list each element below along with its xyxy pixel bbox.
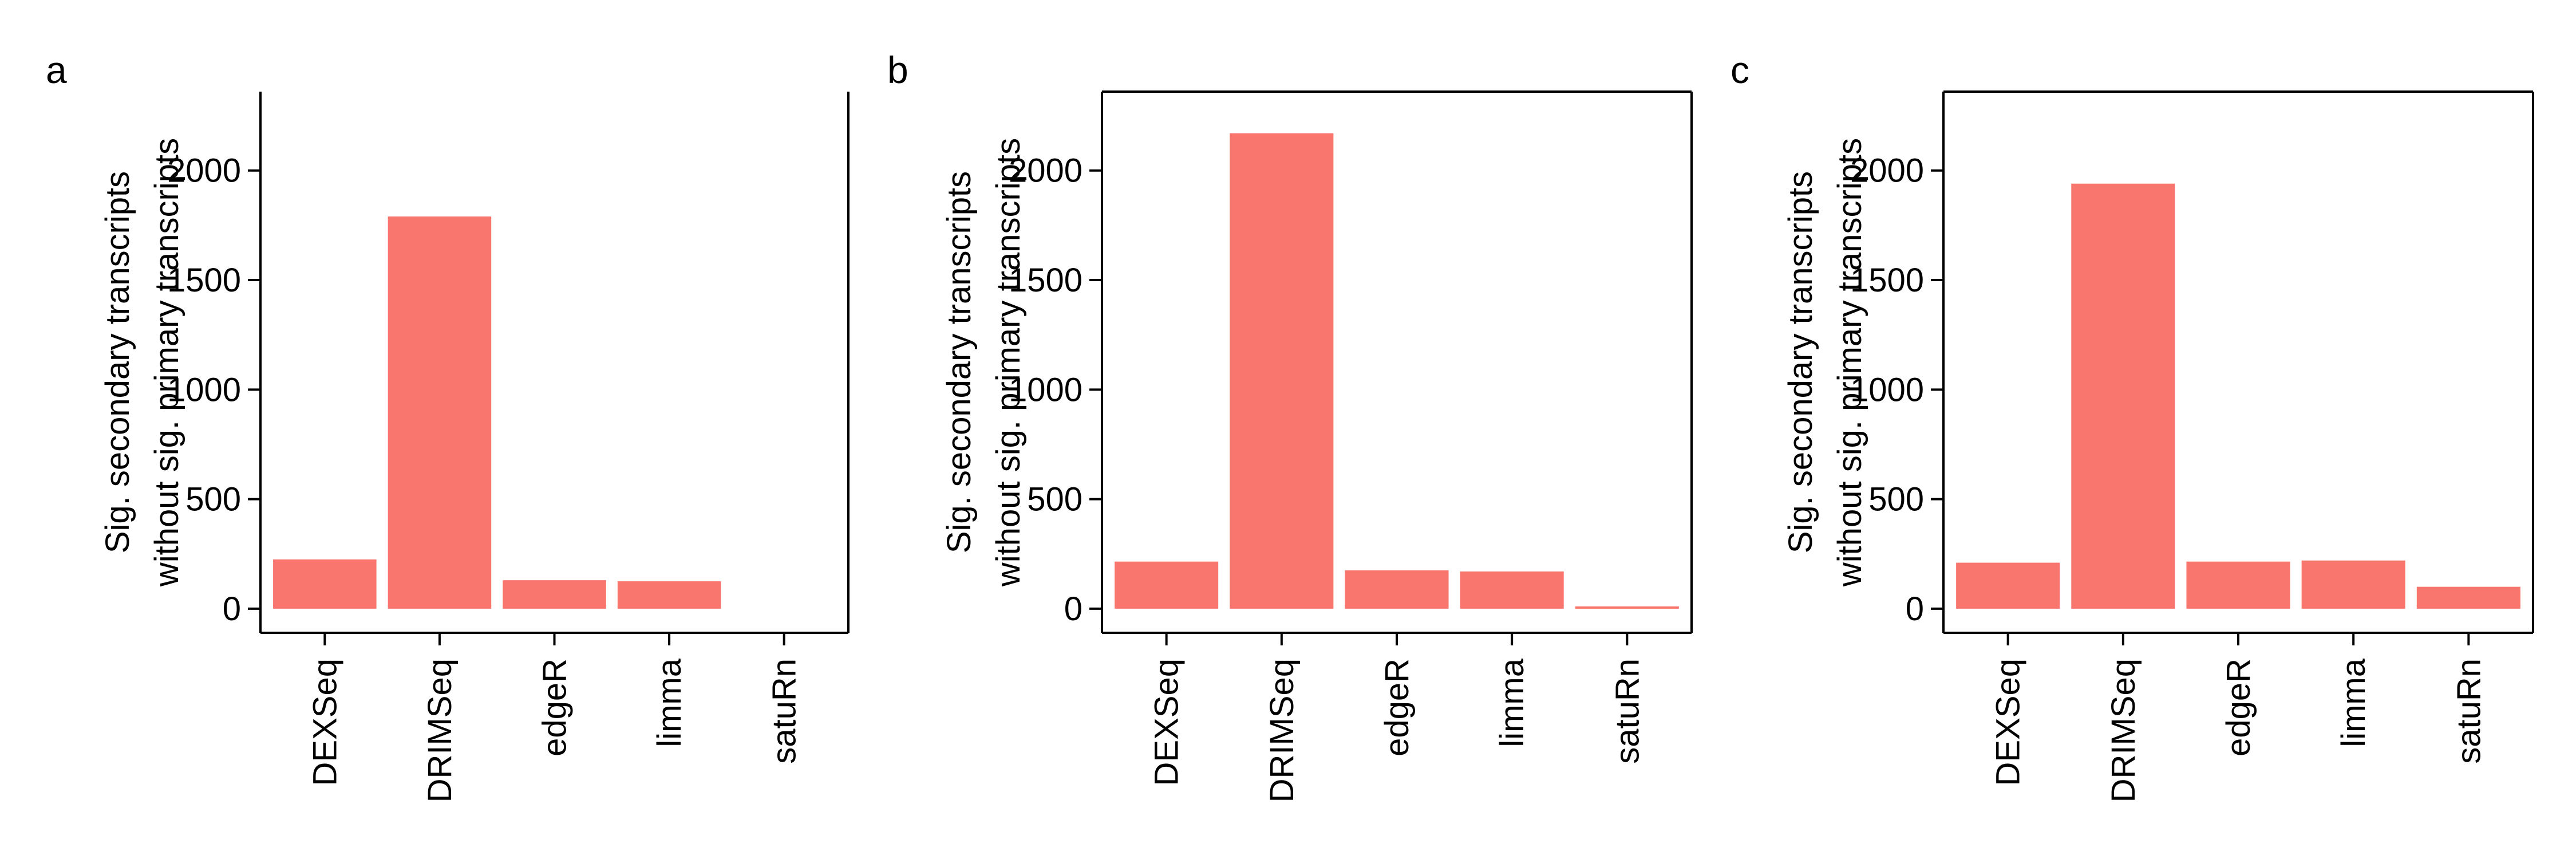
x-tick-label-dexseq: DEXSeq [1990,659,2027,786]
bar-dexseq [1115,561,1219,609]
y-tick-label: 500 [1868,481,1924,518]
bar-saturn [2416,586,2520,609]
y-tick-label: 500 [1027,481,1082,518]
y-axis-title-line1: Sig. secondary transcripts [99,171,136,553]
y-tick-label: 2000 [1009,152,1082,190]
x-tick-label-edger: edgeR [536,659,574,756]
bar-limma [617,581,721,609]
chart-panel-c: c Sig. secondary transcripts without sig. … [1730,49,2534,802]
panel-letter: b [887,49,908,91]
bar-drimseq [388,216,492,609]
y-tick-label: 2000 [167,152,241,190]
x-tick-label-drimseq: DRIMSeq [421,659,459,802]
y-axis-title-line1: Sig. secondary transcripts [1782,171,1819,553]
y-tick-label: 2000 [1850,152,1924,190]
x-tick-label-limma: limma [2335,658,2372,747]
x-tick-label-drimseq: DRIMSeq [1263,659,1301,802]
y-axis-title-line2: without sig. primary transcripts [148,138,185,587]
bar-edger [503,580,606,609]
y-tick-label: 1500 [1850,262,1924,299]
bar-drimseq [2071,183,2175,609]
bar-dexseq [273,559,377,609]
bar-drimseq [1230,133,1334,609]
y-tick-label: 1000 [1850,371,1924,408]
x-tick-label-limma: limma [1494,658,1531,747]
y-tick-label: 500 [185,481,241,518]
chart-panel-b: b Sig. secondary transcripts without sig. … [887,49,1693,802]
x-tick-label-saturn: satuRn [2450,659,2487,764]
y-tick-label: 1000 [1009,371,1082,408]
y-tick-label: 0 [1906,590,1924,628]
y-tick-label: 1500 [1009,262,1082,299]
panel-letter: a [46,49,67,91]
bar-edger [2186,561,2290,609]
bar-edger [1345,570,1449,609]
y-tick-label: 1500 [167,262,241,299]
bar-limma [2301,560,2405,609]
x-tick-label-limma: limma [651,658,688,747]
y-axis-title-line2: without sig. primary transcripts [990,138,1027,587]
y-tick-label: 0 [223,590,241,628]
bar-saturn [1575,606,1679,609]
x-tick-label-dexseq: DEXSeq [306,659,343,786]
y-tick-label: 0 [1064,590,1082,628]
bar-dexseq [1956,562,2060,609]
panel-letter: c [1730,49,1749,91]
y-axis-title-line1: Sig. secondary transcripts [941,171,978,553]
x-tick-label-saturn: satuRn [1609,659,1646,764]
x-tick-label-drimseq: DRIMSeq [2105,659,2142,802]
bar-limma [1460,571,1564,609]
y-axis-title-line2: without sig. primary transcripts [1831,138,1868,587]
x-tick-label-edger: edgeR [1378,659,1416,756]
chart-panel-a: a Sig. secondary transcripts without sig. … [46,49,850,802]
x-tick-label-saturn: satuRn [766,659,803,764]
x-tick-label-dexseq: DEXSeq [1148,659,1186,786]
x-tick-label-edger: edgeR [2220,659,2257,756]
y-tick-label: 1000 [167,371,241,408]
